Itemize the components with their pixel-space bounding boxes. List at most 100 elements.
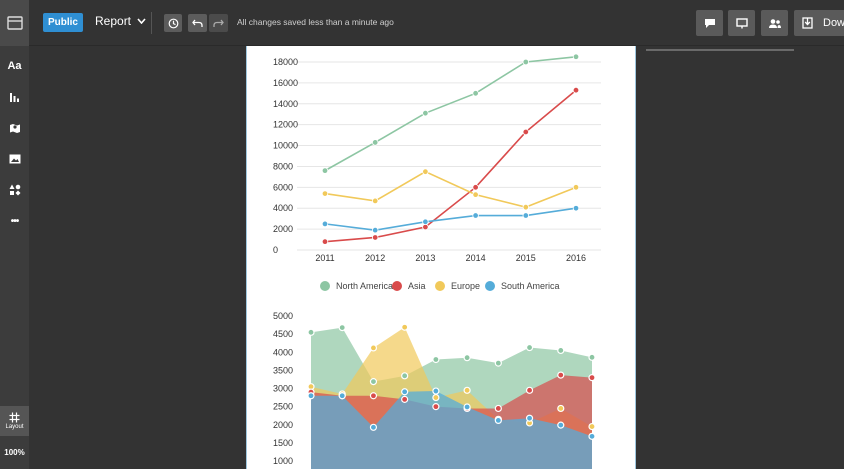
y-tick-label: 5000 xyxy=(273,311,293,321)
download-label: Down xyxy=(823,17,844,29)
legend-swatch xyxy=(435,281,445,291)
save-status: All changes saved less than a minute ago xyxy=(237,17,394,27)
data-point xyxy=(338,392,346,400)
top-toolbar: Public Report All changes saved less tha xyxy=(0,0,844,46)
undo-icon xyxy=(192,19,203,27)
data-point xyxy=(522,203,529,211)
legend-label: Asia xyxy=(408,281,426,291)
redo-button[interactable] xyxy=(209,14,228,32)
right-panel-divider xyxy=(646,49,794,51)
sidebar-item-shapes[interactable] xyxy=(0,178,29,202)
data-point xyxy=(557,421,565,429)
data-point xyxy=(307,328,315,336)
data-point xyxy=(401,323,409,331)
bar-chart-icon xyxy=(10,92,19,102)
chevron-down-icon xyxy=(137,18,146,24)
layout-button[interactable]: Layout xyxy=(0,406,29,436)
legend-label: Europe xyxy=(451,281,480,291)
area-chart: 5000 4500 4000 3500 3000 2500 2000 1500 1000 xyxy=(273,311,596,469)
data-point xyxy=(432,393,440,402)
data-point xyxy=(422,218,429,225)
y-tick-label: 8000 xyxy=(273,161,293,171)
data-point xyxy=(321,220,329,228)
series-area-south-america xyxy=(311,391,592,469)
y-tick-label: 6000 xyxy=(273,182,293,192)
series-line-europe xyxy=(324,170,577,209)
data-point xyxy=(572,87,580,94)
series-line-asia xyxy=(324,89,577,243)
y-tick-label: 2000 xyxy=(273,420,293,430)
legend-swatch xyxy=(320,281,330,291)
data-point xyxy=(401,395,409,403)
share-button[interactable] xyxy=(761,10,788,36)
data-point xyxy=(557,404,565,413)
y-tick-label: 4500 xyxy=(273,329,293,339)
y-tick-label: 1000 xyxy=(273,456,293,466)
comments-button[interactable] xyxy=(696,10,723,36)
report-page[interactable]: 18000 16000 14000 12000 10000 8000 6000 4000 200… xyxy=(246,46,636,469)
y-tick-label: 10000 xyxy=(273,141,298,151)
x-tick-label: 2015 xyxy=(516,253,536,263)
data-point xyxy=(572,53,580,60)
data-point xyxy=(525,386,534,394)
undo-button[interactable] xyxy=(188,14,207,32)
data-point xyxy=(369,423,378,431)
data-point xyxy=(522,128,529,136)
share-icon xyxy=(768,18,781,28)
series-line-south-america xyxy=(324,207,577,231)
sidebar-item-maps[interactable] xyxy=(0,116,29,140)
x-tick-label: 2011 xyxy=(315,253,334,263)
shapes-icon xyxy=(9,184,20,196)
data-point xyxy=(463,386,471,394)
data-point xyxy=(472,184,479,191)
data-point xyxy=(525,414,534,422)
sidebar-item-images[interactable] xyxy=(0,147,29,171)
data-point xyxy=(494,359,502,367)
zoom-level[interactable]: 100% xyxy=(4,448,25,457)
download-icon xyxy=(802,17,813,29)
data-point xyxy=(472,212,479,219)
series-line-north-america xyxy=(324,55,577,172)
data-point xyxy=(432,403,440,411)
data-point xyxy=(338,324,346,332)
download-button[interactable]: Down xyxy=(794,10,844,36)
data-point xyxy=(369,392,378,400)
data-point xyxy=(588,422,596,431)
data-point xyxy=(371,234,379,241)
sidebar-item-more[interactable]: ••• xyxy=(0,209,29,233)
data-point xyxy=(522,58,529,66)
data-point xyxy=(422,168,429,175)
charts-canvas: 1800016000140001200010000800060004000200… xyxy=(273,53,601,469)
public-button[interactable]: Public xyxy=(43,13,83,32)
data-point xyxy=(557,346,565,355)
home-button[interactable] xyxy=(0,0,29,46)
data-point xyxy=(401,372,409,380)
line-chart: 18000 16000 14000 12000 10000 8000 6000 4000 200… xyxy=(273,53,601,291)
y-tick-label: 3000 xyxy=(273,384,293,394)
history-icon xyxy=(168,18,178,28)
data-point xyxy=(494,416,502,424)
dashboard-icon xyxy=(6,16,23,30)
data-point xyxy=(588,432,596,440)
sidebar-item-charts[interactable] xyxy=(0,85,29,109)
present-button[interactable] xyxy=(728,10,755,36)
data-point xyxy=(463,354,471,362)
y-tick-label: 18000 xyxy=(273,57,298,67)
data-point xyxy=(472,191,479,198)
data-point xyxy=(369,378,378,386)
report-dropdown[interactable]: Report xyxy=(95,14,146,28)
sidebar-item-text[interactable]: Aa xyxy=(0,54,29,78)
history-button[interactable] xyxy=(164,14,182,32)
x-tick-label: 2014 xyxy=(466,253,486,263)
legend-swatch xyxy=(485,281,495,291)
data-point xyxy=(588,353,596,361)
data-point xyxy=(369,344,378,352)
y-tick-label: 2500 xyxy=(273,402,293,412)
data-point xyxy=(371,226,379,234)
more-icon: ••• xyxy=(10,215,19,227)
comment-icon xyxy=(704,18,715,28)
data-point xyxy=(422,109,429,117)
data-point xyxy=(422,223,429,231)
y-tick-label: 0 xyxy=(273,245,278,255)
